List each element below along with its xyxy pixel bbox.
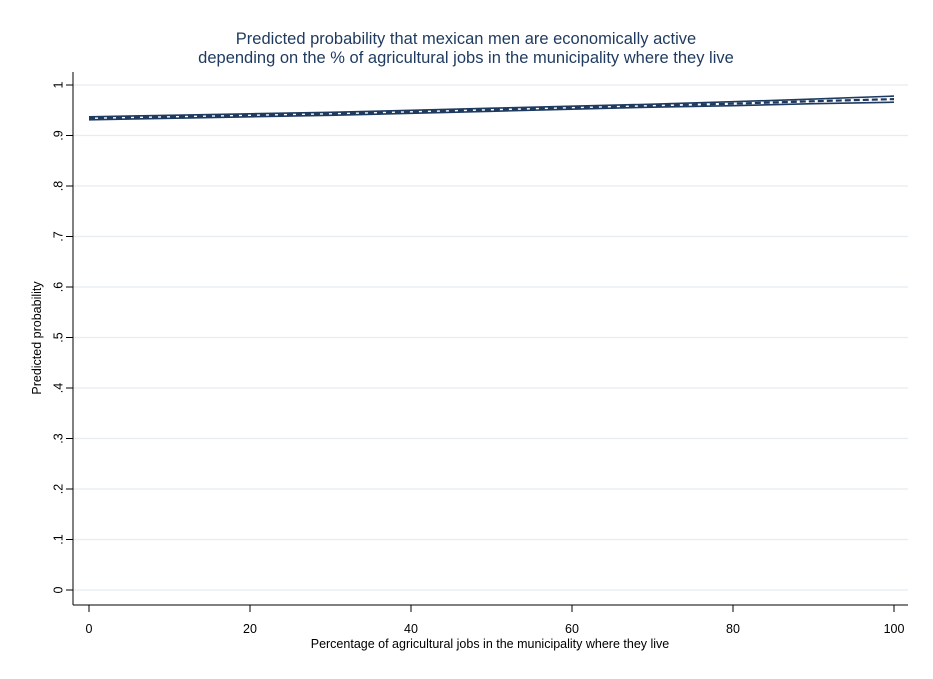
chart-title-line-2: depending on the % of agricultural jobs … [198,49,734,67]
y-tick-label-5: .5 [51,332,65,342]
series-line-2 [88,101,895,121]
x-tick-label-3: 60 [565,622,579,636]
y-tick-label-9: .9 [51,130,65,140]
y-tick-label-0: 0 [51,586,65,593]
ticks: 0 .1 .2 .3 .4 .5 .6 .7 .8 .9 1 0 20 40 60 80 100 [51,81,904,636]
y-axis-title: Predicted probability [30,281,44,395]
y-tick-label-7: .7 [51,231,65,241]
y-tick-label-6: .6 [51,282,65,292]
series-line-0 [88,98,895,120]
x-axis-title: Percentage of agricultural jobs in the m… [311,637,670,651]
series-lines [88,95,895,121]
x-tick-label-2: 40 [404,622,418,636]
y-tick-label-10: 1 [51,81,65,88]
y-tick-label-3: .3 [51,433,65,443]
grid-lines [73,84,908,591]
y-tick-label-2: .2 [51,484,65,494]
x-tick-label-5: 100 [884,622,905,636]
axes [72,72,908,606]
x-tick-label-4: 80 [726,622,740,636]
series-line-1 [88,95,895,118]
y-tick-label-4: .4 [51,383,65,393]
chart-title-line-1: Predicted probability that mexican men a… [236,30,696,48]
x-tick-label-0: 0 [86,622,93,636]
x-tick-label-1: 20 [243,622,257,636]
y-tick-label-1: .1 [51,534,65,544]
y-tick-label-8: .8 [51,181,65,191]
